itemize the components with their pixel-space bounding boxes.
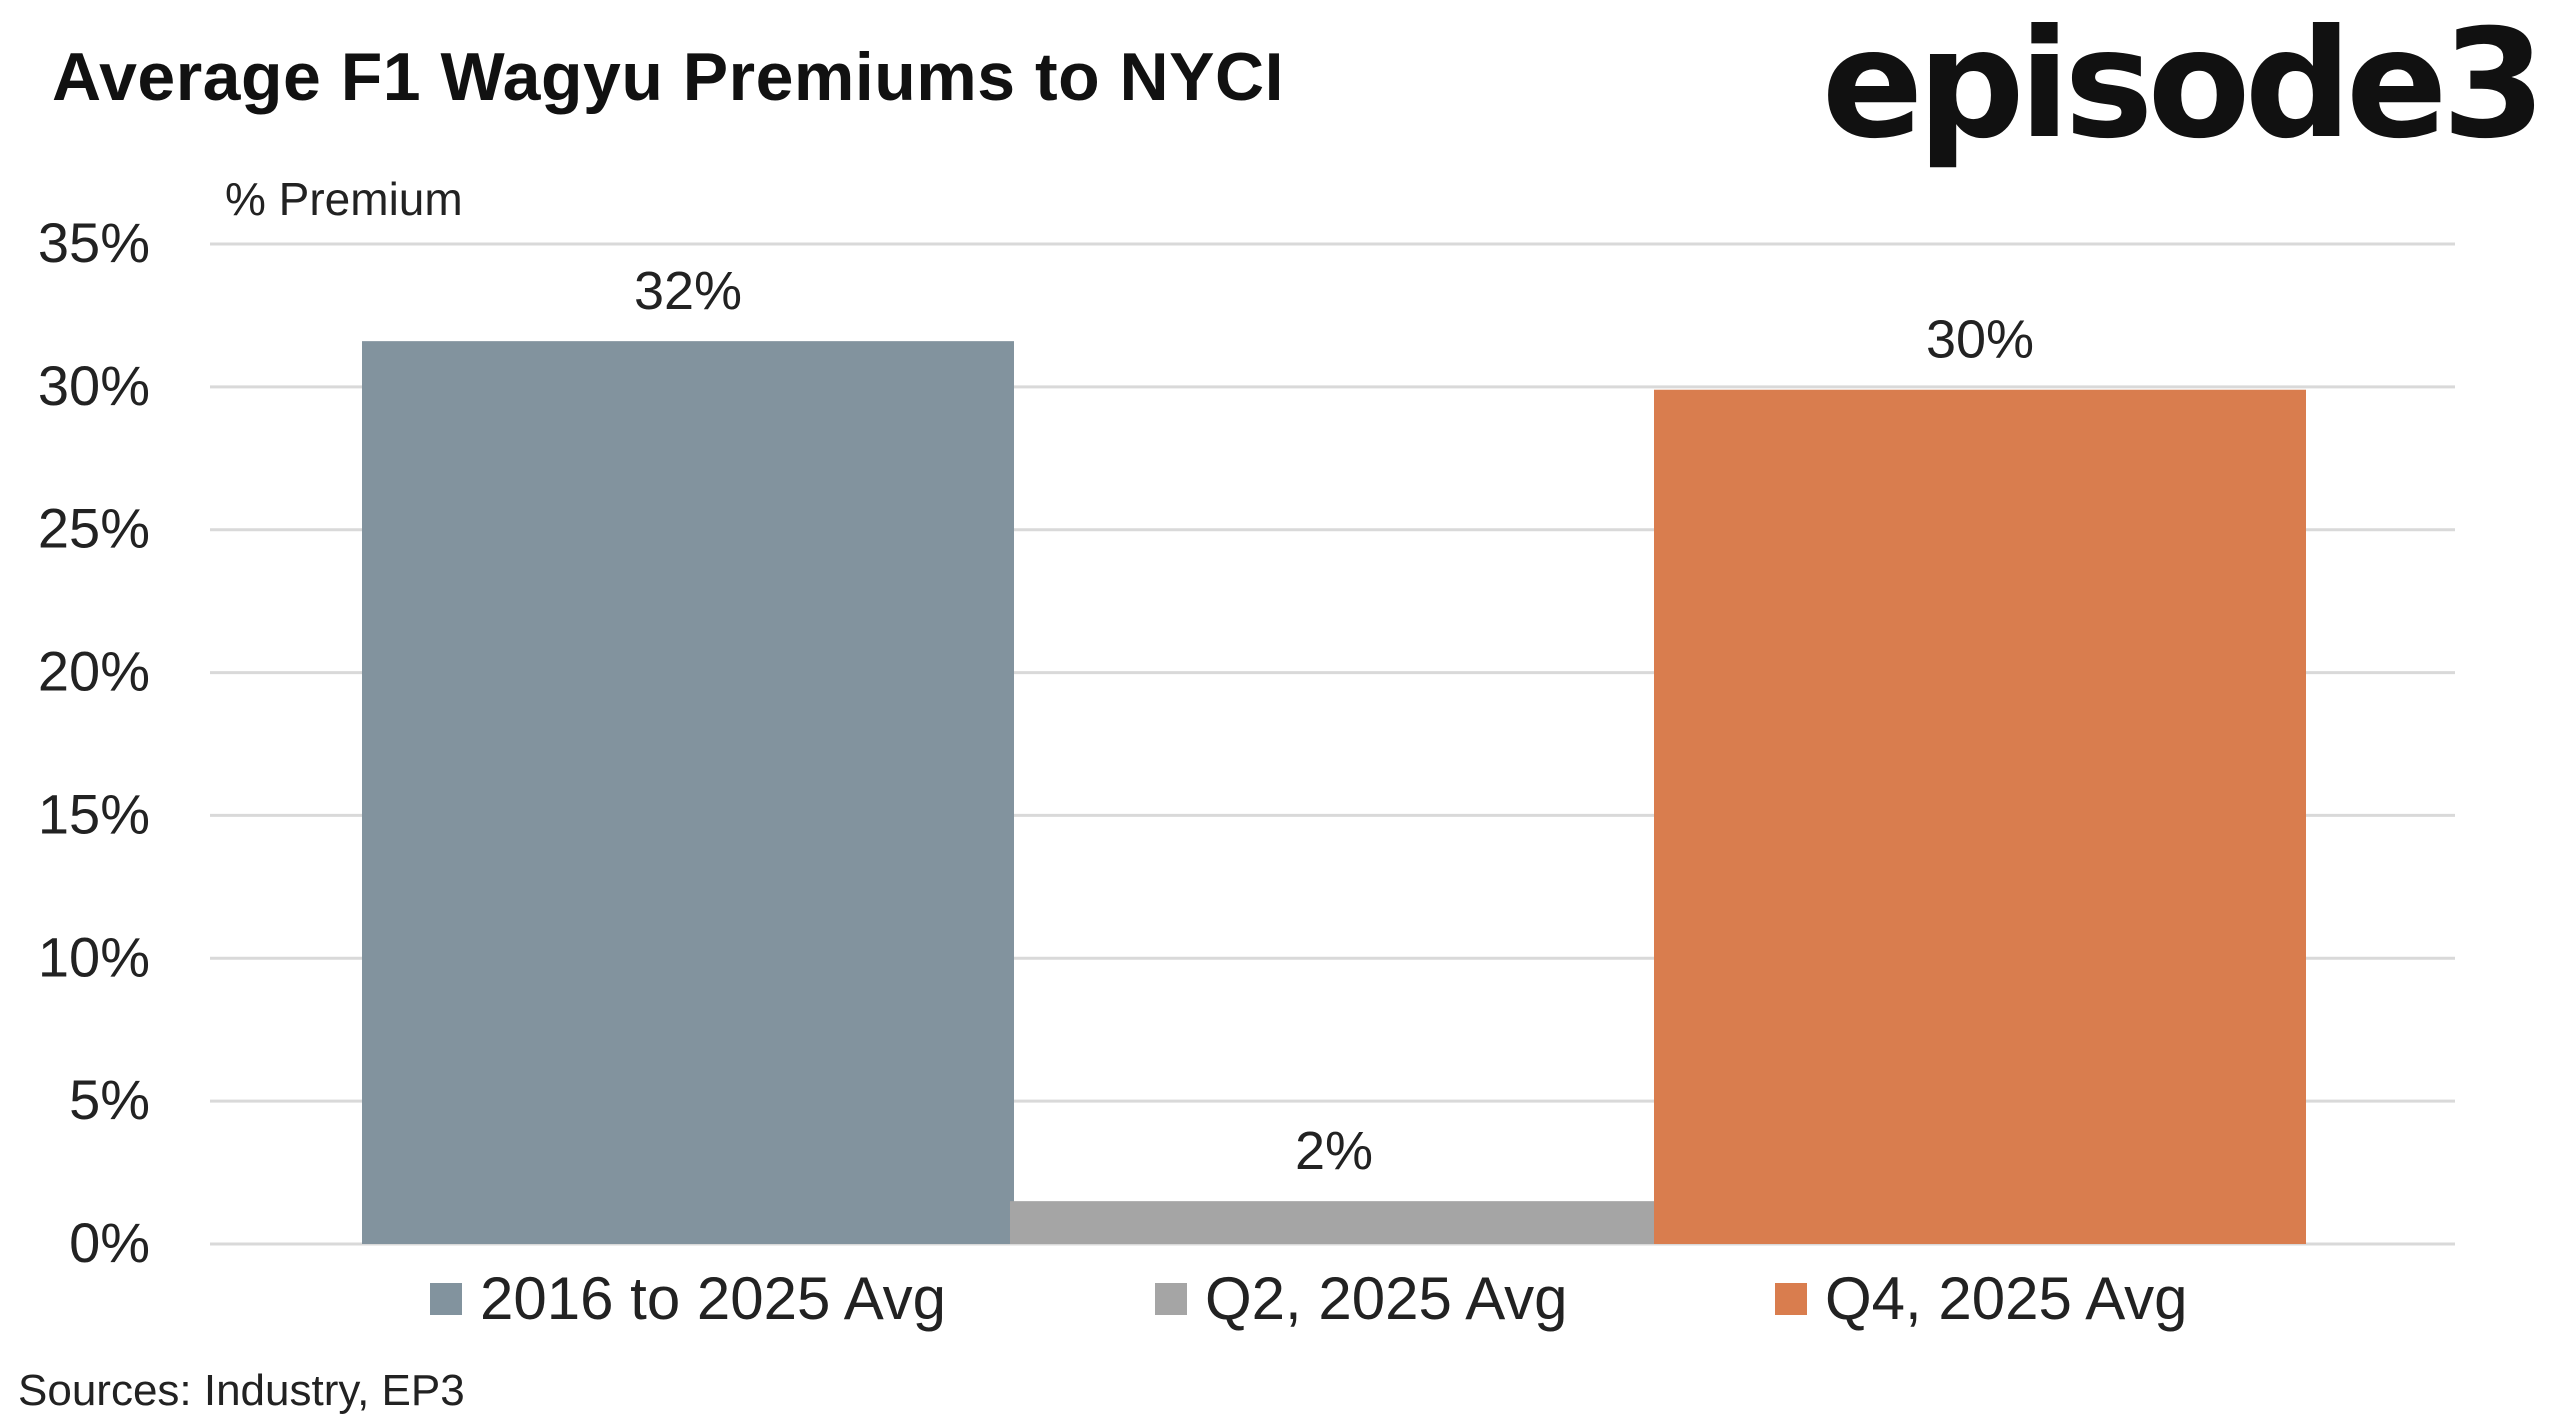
legend-swatch-3 (1775, 1283, 1807, 1315)
y-tick-label: 35% (38, 211, 150, 274)
brand-logo: episode3 (1821, 0, 2546, 172)
y-tick-label: 25% (38, 497, 150, 560)
legend-label-2: Q2, 2025 Avg (1205, 1265, 1568, 1332)
y-tick-label: 0% (69, 1211, 150, 1274)
y-axis-label: % Premium (225, 173, 463, 225)
bar-2 (1010, 1201, 1658, 1244)
legend: 2016 to 2025 Avg Q2, 2025 Avg Q4, 2025 Avg (430, 1265, 2188, 1332)
legend-swatch-1 (430, 1283, 462, 1315)
y-tick-label: 10% (38, 925, 150, 988)
data-label-1: 32% (634, 261, 742, 321)
data-label-3: 30% (1926, 310, 2034, 370)
source-note: Sources: Industry, EP3 (18, 1366, 465, 1415)
legend-swatch-2 (1155, 1283, 1187, 1315)
data-label-2: 2% (1295, 1121, 1373, 1181)
bars (362, 341, 2306, 1245)
bar-3 (1654, 389, 2306, 1244)
legend-label-1: 2016 to 2025 Avg (480, 1265, 946, 1332)
y-tick-label: 5% (69, 1068, 150, 1131)
y-axis-ticks: 0% 5% 10% 15% 20% 25% 30% 35% (38, 211, 150, 1274)
y-tick-label: 15% (38, 782, 150, 845)
legend-label-3: Q4, 2025 Avg (1825, 1265, 2188, 1332)
data-labels: 32% 2% 30% (634, 261, 2034, 1181)
y-tick-label: 20% (38, 640, 150, 703)
chart-title: Average F1 Wagyu Premiums to NYCI (52, 39, 1284, 115)
y-tick-label: 30% (38, 354, 150, 417)
bar-1 (362, 341, 1014, 1245)
